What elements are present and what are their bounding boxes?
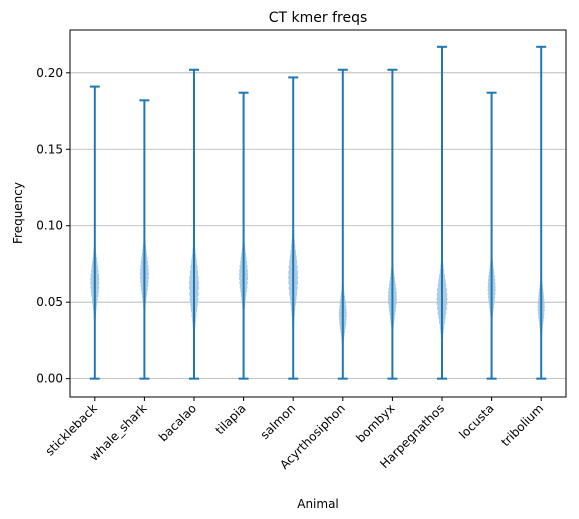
y-tick-label: 0.10 — [36, 219, 63, 233]
y-tick-label: 0.20 — [36, 66, 63, 80]
grid-lines — [70, 72, 566, 380]
y-tick-label: 0.05 — [36, 295, 63, 309]
y-tick-label: 0.15 — [36, 142, 63, 156]
y-axis-label: Frequency — [11, 182, 25, 244]
y-tick-label: 0.00 — [36, 372, 63, 386]
plot-frame — [69, 29, 567, 398]
whiskers — [89, 45, 547, 380]
x-axis-label: Animal — [297, 497, 339, 511]
y-axis: 0.00 0.05 0.10 0.15 0.20 — [36, 66, 70, 386]
chart-title: CT kmer freqs — [269, 10, 368, 26]
